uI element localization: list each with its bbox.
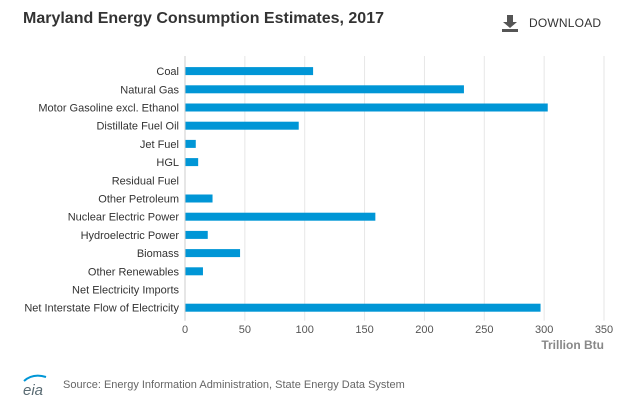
category-label: Nuclear Electric Power xyxy=(68,212,180,224)
category-label: Jet Fuel xyxy=(140,139,179,151)
x-tick-label: 50 xyxy=(239,324,251,336)
bar[interactable] xyxy=(185,212,376,221)
category-label: Other Renewables xyxy=(88,266,180,278)
x-tick-label: 250 xyxy=(475,324,493,336)
category-label: Net Electricity Imports xyxy=(72,285,179,297)
category-label: Other Petroleum xyxy=(98,194,179,206)
chart-title: Maryland Energy Consumption Estimates, 2… xyxy=(23,10,384,27)
category-label: Coal xyxy=(156,66,179,78)
x-tick-label: 350 xyxy=(595,324,613,336)
bars xyxy=(185,67,548,312)
category-label: Hydroelectric Power xyxy=(81,230,180,242)
bar[interactable] xyxy=(185,303,541,312)
category-label: HGL xyxy=(156,157,179,169)
footer: eia Source: Energy Information Administr… xyxy=(21,372,405,398)
x-tick-labels: 0 50 100 150 200 250 300 350 xyxy=(182,324,613,336)
download-icon xyxy=(502,15,518,32)
category-labels: Coal Natural Gas Motor Gasoline excl. Etha… xyxy=(24,66,179,315)
bar[interactable] xyxy=(185,139,196,148)
eia-logo-text: eia xyxy=(23,382,43,398)
eia-logo: eia xyxy=(23,374,47,398)
category-label: Residual Fuel xyxy=(112,175,179,187)
x-axis-title: Trillion Btu xyxy=(541,338,604,352)
category-label: Distillate Fuel Oil xyxy=(96,121,179,133)
bar[interactable] xyxy=(185,85,464,94)
bar[interactable] xyxy=(185,230,208,239)
x-tick-label: 150 xyxy=(355,324,373,336)
download-button[interactable]: DOWNLOAD xyxy=(501,13,601,33)
bar[interactable] xyxy=(185,158,199,167)
grid-lines xyxy=(244,56,605,321)
category-label: Biomass xyxy=(137,248,180,260)
x-tick-label: 200 xyxy=(415,324,433,336)
source-note: Source: Energy Information Administratio… xyxy=(63,379,405,391)
x-tick-label: 100 xyxy=(296,324,314,336)
bar[interactable] xyxy=(185,249,241,258)
bar[interactable] xyxy=(185,194,213,203)
category-label: Natural Gas xyxy=(120,84,179,96)
bar[interactable] xyxy=(185,121,299,130)
download-label: DOWNLOAD xyxy=(529,16,602,30)
category-label: Net Interstate Flow of Electricity xyxy=(24,303,179,315)
bar[interactable] xyxy=(185,67,314,76)
x-tick-label: 0 xyxy=(182,324,188,336)
x-tick-label: 300 xyxy=(535,324,553,336)
category-label: Motor Gasoline excl. Ethanol xyxy=(38,103,179,115)
bar[interactable] xyxy=(185,103,548,112)
bar[interactable] xyxy=(185,267,203,276)
